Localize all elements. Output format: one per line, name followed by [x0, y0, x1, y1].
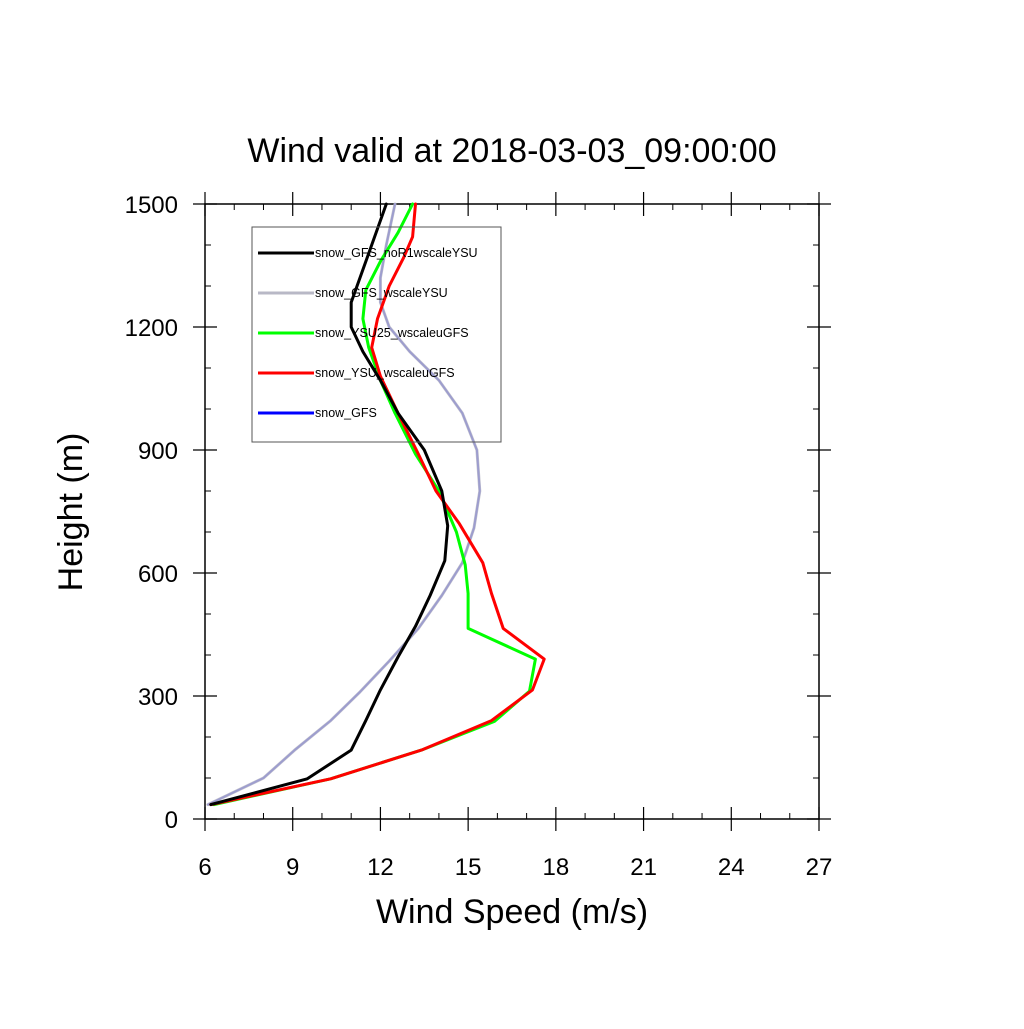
y-tick-label: 0 [165, 807, 178, 834]
plot-frame [204, 203, 820, 820]
x-tick-label: 24 [718, 854, 745, 881]
legend-label: snow_YSU25_wscaleuGFS [315, 326, 469, 340]
x-tick-label: 12 [367, 854, 394, 881]
axes-layer: 6 9 12 15 18 21 24 27 0 300 600 900 1200 1500 [125, 192, 833, 881]
x-tick-label: 18 [543, 854, 570, 881]
legend-label: snow_GFS_noR1wscaleYSU [315, 246, 478, 260]
y-tick-label: 900 [138, 438, 178, 465]
y-tick-label: 300 [138, 684, 178, 711]
y-tick-label: 1200 [125, 315, 178, 342]
x-tick-label: 21 [630, 854, 657, 881]
x-tick-label: 27 [806, 854, 833, 881]
legend-label: snow_YSU_wscaleuGFS [315, 366, 455, 380]
legend-label: snow_GFS [315, 406, 377, 420]
y-tick-label: 1500 [125, 192, 178, 219]
series-line-snow_YSU_wscaleuGFS [209, 202, 546, 807]
series-layer [206, 202, 546, 807]
y-tick-label: 600 [138, 561, 178, 588]
x-tick-label: 6 [198, 854, 211, 881]
x-axis-label: Wind Speed (m/s) [376, 893, 648, 931]
legend-label: snow_GFS_wscaleYSU [315, 286, 448, 300]
series-line-snow_GFS_noR1wscaleYSU [209, 202, 450, 807]
y-axis-label: Height (m) [52, 433, 90, 592]
x-tick-label: 15 [455, 854, 482, 881]
legend-box [251, 226, 502, 443]
series-line-snow_YSU25_wscaleuGFS [212, 202, 537, 807]
chart-title: Wind valid at 2018-03-03_09:00:00 [247, 132, 776, 170]
x-tick-label: 9 [286, 854, 299, 881]
legend: snow_GFS_noR1wscaleYSU snow_GFS_wscaleYSU… [251, 226, 502, 443]
